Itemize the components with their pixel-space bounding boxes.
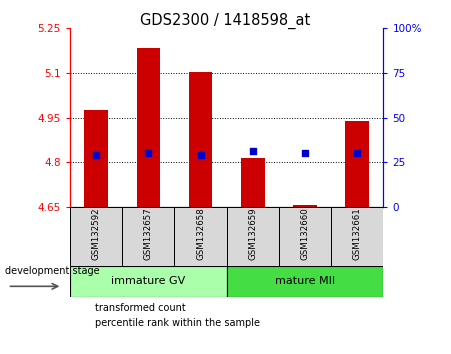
Point [92,153,100,158]
Bar [175,207,226,266]
Text: development stage: development stage [5,266,99,276]
Bar [279,207,331,266]
Text: GDS2300 / 1418598_at: GDS2300 / 1418598_at [140,12,311,29]
Bar [70,207,122,266]
Bar [122,207,175,266]
Bar [331,207,383,266]
Bar [293,205,317,207]
Bar [226,207,279,266]
Text: GSM132659: GSM132659 [248,207,257,260]
Text: percentile rank within the sample: percentile rank within the sample [95,318,260,328]
Bar [241,158,264,207]
Point [145,150,152,156]
Text: GSM132660: GSM132660 [300,207,309,260]
Bar [345,121,369,207]
Text: GSM132592: GSM132592 [92,207,101,260]
Point [301,150,308,156]
Text: immature GV: immature GV [111,276,185,286]
Text: GSM132657: GSM132657 [144,207,153,260]
Point [354,150,361,156]
Bar [137,48,160,207]
Bar [226,266,383,297]
Bar [70,266,226,297]
Point [197,153,204,158]
Bar [84,110,108,207]
Text: transformed count: transformed count [95,303,185,313]
Point [249,148,256,154]
Bar [189,72,212,207]
Text: GSM132658: GSM132658 [196,207,205,260]
Text: GSM132661: GSM132661 [353,207,362,260]
Text: mature MII: mature MII [275,276,335,286]
